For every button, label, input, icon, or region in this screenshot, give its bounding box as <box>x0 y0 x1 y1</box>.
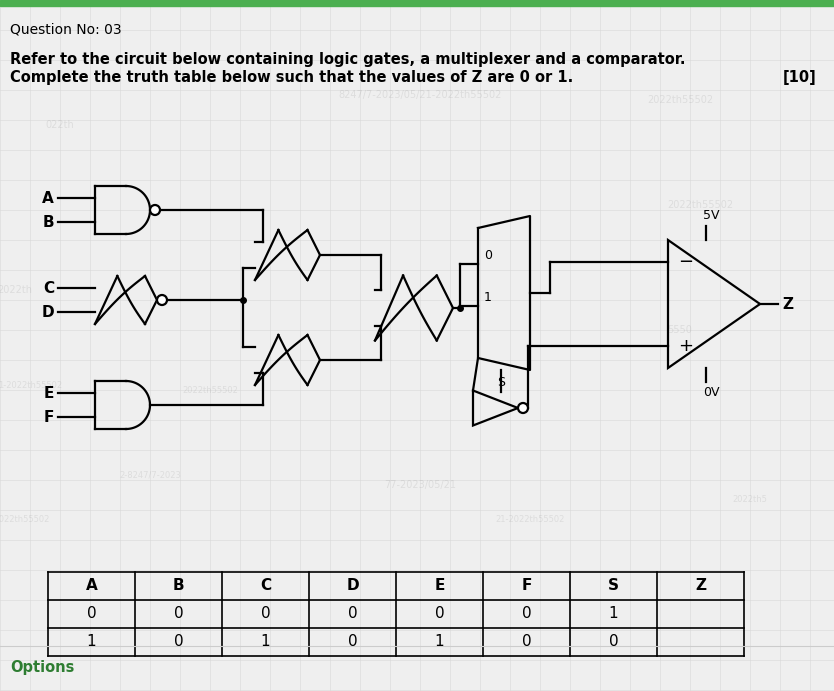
Text: 21-2022th55502: 21-2022th55502 <box>495 515 565 524</box>
Text: 5V: 5V <box>703 209 719 222</box>
Text: B: B <box>43 214 54 229</box>
Text: E: E <box>435 578 445 594</box>
Text: Complete the truth table below such that the values of Z are 0 or 1.: Complete the truth table below such that… <box>10 70 573 85</box>
Text: Refer to the circuit below containing logic gates, a multiplexer and a comparato: Refer to the circuit below containing lo… <box>10 52 686 67</box>
Text: 0: 0 <box>173 607 183 621</box>
Text: F: F <box>521 578 532 594</box>
Text: S: S <box>608 578 619 594</box>
Text: A: A <box>86 578 98 594</box>
Text: B: B <box>173 578 184 594</box>
Text: 2022th5: 2022th5 <box>732 495 767 504</box>
Text: −: − <box>678 253 694 271</box>
Text: D: D <box>346 578 359 594</box>
Text: Options: Options <box>10 660 74 675</box>
Text: 0: 0 <box>348 607 357 621</box>
Text: 77-2023/05/21: 77-2023/05/21 <box>384 480 456 490</box>
Circle shape <box>518 403 528 413</box>
Text: 1: 1 <box>87 634 96 650</box>
Text: 1-2022th55502: 1-2022th55502 <box>0 381 62 390</box>
Text: D: D <box>42 305 54 319</box>
Text: 2022th55502: 2022th55502 <box>647 95 713 105</box>
Text: 0: 0 <box>173 634 183 650</box>
Text: 1: 1 <box>435 634 445 650</box>
Text: 0: 0 <box>348 634 357 650</box>
Text: 1: 1 <box>484 291 492 304</box>
Text: +: + <box>679 337 694 355</box>
Text: F: F <box>43 410 54 424</box>
Text: 2022th: 2022th <box>0 285 33 295</box>
Circle shape <box>157 295 167 305</box>
Text: 0V: 0V <box>703 386 719 399</box>
Text: S: S <box>497 376 505 389</box>
Text: 2022th55502: 2022th55502 <box>182 386 238 395</box>
Text: 1: 1 <box>261 634 270 650</box>
Text: 022th: 022th <box>46 120 74 130</box>
Text: 0: 0 <box>522 607 531 621</box>
Text: 5550: 5550 <box>667 325 692 335</box>
Text: 8247/7-2023/05/21-2022th55502: 8247/7-2023/05/21-2022th55502 <box>339 90 502 100</box>
Text: 0: 0 <box>261 607 270 621</box>
Bar <box>0 0 834 6</box>
Text: E: E <box>43 386 54 401</box>
Text: 0: 0 <box>87 607 96 621</box>
Text: 1: 1 <box>609 607 618 621</box>
Text: [10]: [10] <box>783 70 817 85</box>
Text: Question No: 03: Question No: 03 <box>10 22 122 36</box>
Text: C: C <box>260 578 271 594</box>
Text: 2-8247/7-2023: 2-8247/7-2023 <box>119 471 181 480</box>
Text: 0: 0 <box>609 634 618 650</box>
Text: Z: Z <box>782 296 793 312</box>
Text: 21-2022th55502: 21-2022th55502 <box>0 515 50 524</box>
Text: 0: 0 <box>522 634 531 650</box>
Text: 2022th55502: 2022th55502 <box>667 200 733 210</box>
Text: A: A <box>43 191 54 205</box>
Text: 0: 0 <box>484 249 492 263</box>
Text: 0: 0 <box>435 607 445 621</box>
Circle shape <box>150 205 160 215</box>
Text: C: C <box>43 281 54 296</box>
Text: Z: Z <box>695 578 706 594</box>
